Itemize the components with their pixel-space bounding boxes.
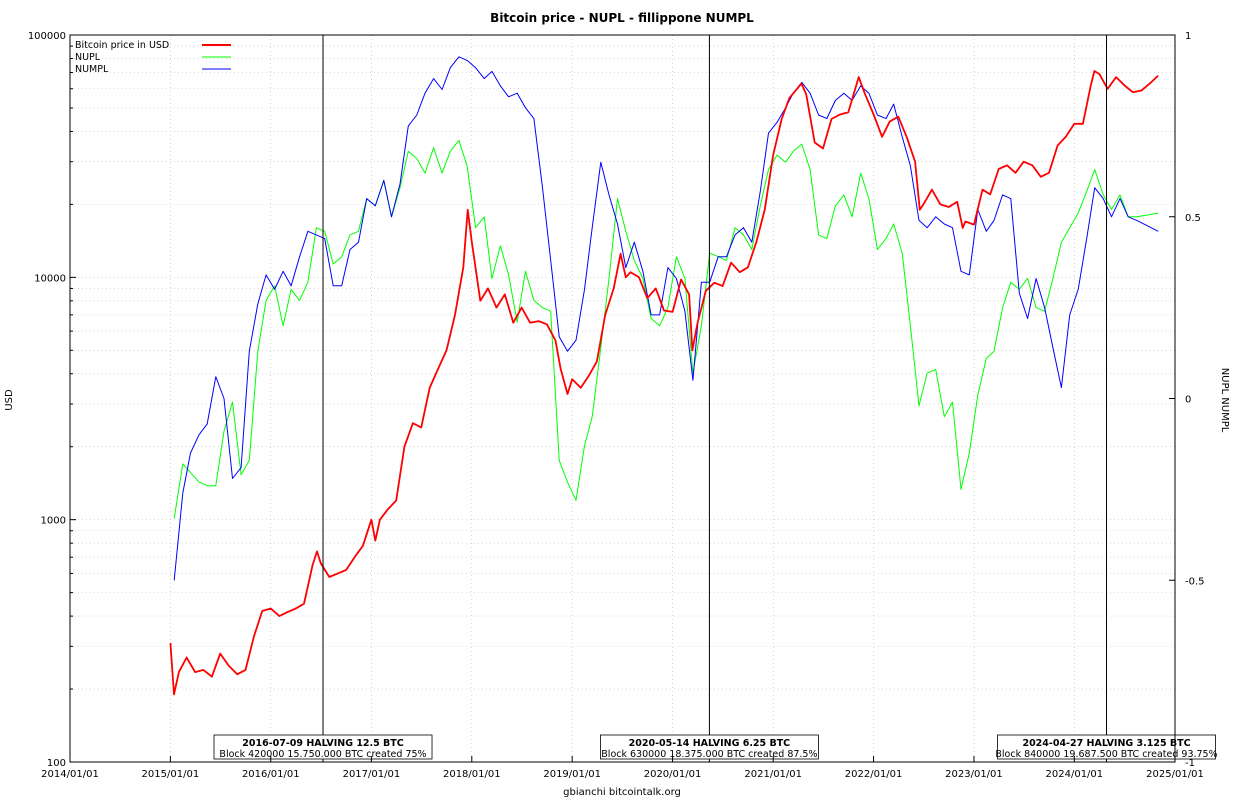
halving-box	[997, 734, 1216, 760]
x-tick-label: 2017/01/01	[343, 769, 401, 780]
halving-box	[213, 734, 433, 760]
halving-label: 2016-07-09 HALVING 12.5 BTC	[242, 738, 404, 749]
y2-tick-label: -0.5	[1185, 576, 1205, 587]
y2-tick-label: 0	[1185, 395, 1191, 406]
x-tick-label: 2020/01/01	[644, 769, 702, 780]
x-tick-label: 2021/01/01	[744, 769, 802, 780]
x-axis-label: gbianchi bitcointalk.org	[563, 787, 681, 798]
legend-label: NUPL	[75, 52, 101, 63]
y-axis-label: USD	[4, 389, 15, 411]
halving-detail: Block 420000 15.750.000 BTC created 75%	[219, 749, 426, 760]
legend-label: NUMPL	[75, 64, 109, 75]
y-tick-label: 100000	[28, 31, 66, 42]
x-tick-label: 2022/01/01	[845, 769, 903, 780]
legend-label: Bitcoin price in USD	[75, 40, 169, 51]
grid-lines	[70, 35, 1175, 762]
y2-tick-label: 0.5	[1185, 213, 1201, 224]
y-tick-label: 10000	[34, 273, 66, 284]
halving-label: 2020-05-14 HALVING 6.25 BTC	[629, 738, 791, 749]
x-tick-label: 2018/01/01	[443, 769, 501, 780]
y2-axis-label: NUPL NUMPL	[1219, 368, 1230, 433]
chart-title: Bitcoin price - NUPL - fillippone NUMPL	[490, 11, 754, 25]
halving-detail: Block 840000 19.687.500 BTC created 93.7…	[995, 749, 1217, 760]
halving-label: 2024-04-27 HALVING 3.125 BTC	[1022, 738, 1190, 749]
x-tick-label: 2025/01/01	[1146, 769, 1204, 780]
series-layer	[169, 56, 1159, 696]
series-line-numpl	[173, 56, 1159, 581]
series-line-nupl	[173, 139, 1159, 519]
x-tick-label: 2024/01/01	[1046, 769, 1104, 780]
x-tick-label: 2015/01/01	[142, 769, 200, 780]
x-tick-label: 2014/01/01	[41, 769, 99, 780]
plot-frame	[69, 34, 1176, 763]
halving-detail: Block 630000 18.375.000 BTC created 87.5…	[601, 749, 817, 760]
halving-box	[600, 734, 819, 760]
y-tick-label: 1000	[41, 516, 66, 527]
x-tick-label: 2016/01/01	[242, 769, 300, 780]
y2-tick-label: 1	[1185, 31, 1191, 42]
y2-tick-label: -1	[1185, 758, 1195, 769]
y-tick-label: 100	[47, 758, 66, 769]
series-line-bitcoin-price-in-usd	[169, 70, 1159, 696]
x-tick-label: 2019/01/01	[543, 769, 601, 780]
x-tick-label: 2023/01/01	[945, 769, 1003, 780]
axes: 100 1000 10000 100000 -1 -0.5 0 0.5 1 2014/01/01 2…	[28, 31, 1205, 780]
